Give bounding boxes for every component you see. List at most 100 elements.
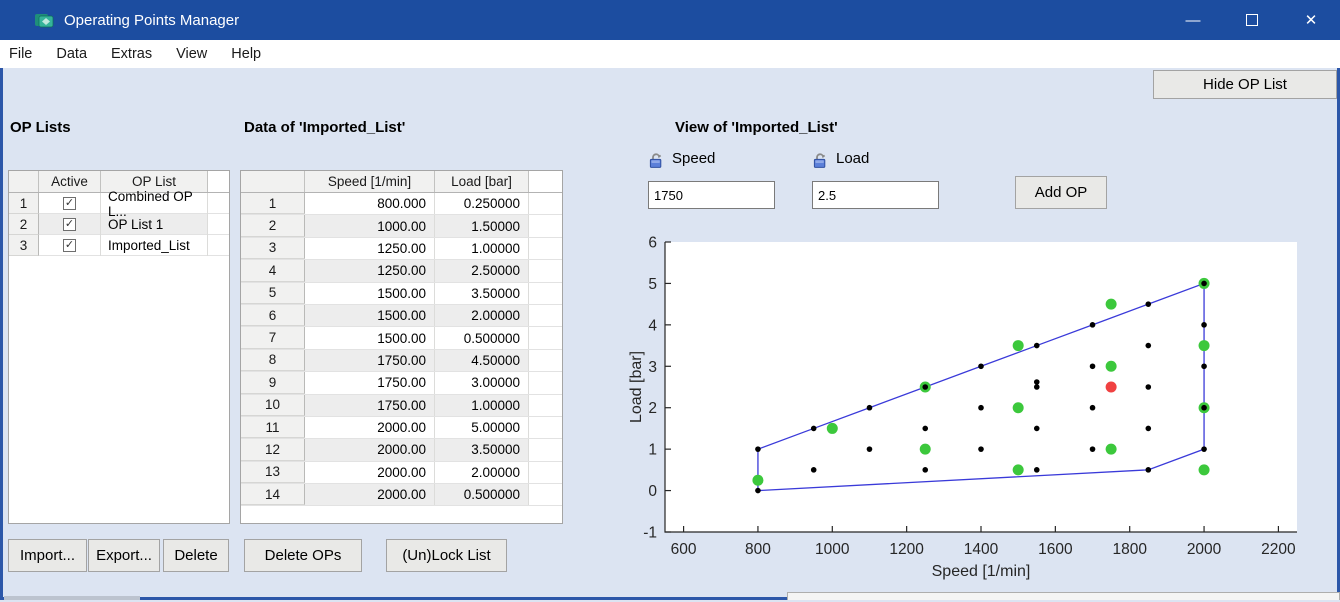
speed-value-cell[interactable]: 1000.00 bbox=[305, 215, 435, 237]
op-list-row[interactable]: 2 ✓ OP List 1 bbox=[9, 214, 229, 235]
load-value-cell[interactable]: 2.50000 bbox=[435, 260, 529, 282]
load-value-cell[interactable]: 1.50000 bbox=[435, 215, 529, 237]
row-number-cell: 2 bbox=[9, 214, 39, 235]
export-button[interactable]: Export... bbox=[88, 539, 160, 572]
menu-data[interactable]: Data bbox=[56, 46, 88, 62]
other-active-lists-points bbox=[978, 446, 984, 452]
menu-view[interactable]: View bbox=[176, 46, 208, 62]
menu-help[interactable]: Help bbox=[231, 46, 262, 62]
op-data-row[interactable]: 12 2000.00 3.50000 bbox=[241, 439, 562, 462]
row-number-cell: 2 bbox=[241, 215, 305, 237]
speed-value-cell[interactable]: 2000.00 bbox=[305, 461, 435, 484]
unlock-icon bbox=[813, 153, 826, 168]
op-list-name-cell[interactable]: Imported_List bbox=[101, 235, 208, 256]
op-data-row[interactable]: 13 2000.00 2.00000 bbox=[241, 461, 562, 485]
load-value-cell[interactable]: 5.00000 bbox=[435, 416, 529, 439]
import-button[interactable]: Import... bbox=[8, 539, 87, 572]
minimize-icon[interactable]: — bbox=[1185, 11, 1201, 29]
op-data-row[interactable]: 2 1000.00 1.50000 bbox=[241, 215, 562, 238]
load-value-cell[interactable]: 3.00000 bbox=[435, 372, 529, 394]
active-column-header: Active bbox=[39, 171, 101, 192]
op-data-row[interactable]: 5 1500.00 3.50000 bbox=[241, 282, 562, 305]
window-border-right bbox=[1337, 68, 1340, 600]
y-tick-label: 0 bbox=[648, 483, 657, 500]
active-checkbox[interactable]: ✓ bbox=[63, 197, 76, 210]
op-data-row[interactable]: 6 1500.00 2.00000 bbox=[241, 304, 562, 328]
op-list-name-cell[interactable]: Combined OP L... bbox=[101, 189, 208, 219]
y-tick-label: -1 bbox=[643, 525, 657, 542]
speed-value-cell[interactable]: 800.000 bbox=[305, 193, 435, 215]
load-value-cell[interactable]: 2.00000 bbox=[435, 304, 529, 327]
speed-value-cell[interactable]: 1750.00 bbox=[305, 349, 435, 372]
active-checkbox[interactable]: ✓ bbox=[63, 239, 76, 252]
speed-value-cell[interactable]: 2000.00 bbox=[305, 416, 435, 439]
unlock-list-button[interactable]: (Un)Lock List bbox=[386, 539, 507, 572]
y-tick-label: 6 bbox=[648, 235, 657, 252]
speed-input[interactable] bbox=[648, 181, 775, 209]
op-list-row[interactable]: 1 ✓ Combined OP L... bbox=[9, 189, 229, 219]
imported-list-points bbox=[1198, 464, 1210, 476]
x-tick-label: 600 bbox=[671, 541, 697, 558]
other-active-lists-points bbox=[1201, 404, 1207, 411]
close-icon[interactable]: ✕ bbox=[1304, 12, 1318, 29]
menu-extras[interactable]: Extras bbox=[111, 46, 153, 62]
op-data-row[interactable]: 4 1250.00 2.50000 bbox=[241, 260, 562, 283]
view-panel-heading: View of 'Imported_List' bbox=[675, 119, 838, 136]
op-list-row[interactable]: 3 ✓ Imported_List bbox=[9, 235, 229, 256]
op-data-row[interactable]: 11 2000.00 5.00000 bbox=[241, 416, 562, 440]
other-active-lists-points bbox=[755, 446, 761, 452]
add-op-button[interactable]: Add OP bbox=[1015, 176, 1107, 209]
other-active-lists-points bbox=[866, 446, 873, 452]
other-active-lists-points bbox=[1201, 446, 1207, 452]
op-lists-table-body: 1 ✓ Combined OP L... 2 ✓ OP List 1 3 ✓ Imported_… bbox=[9, 189, 229, 256]
load-value-cell[interactable]: 1.00000 bbox=[435, 237, 529, 260]
active-cell: ✓ bbox=[39, 214, 101, 235]
op-data-row[interactable]: 8 1750.00 4.50000 bbox=[241, 349, 562, 373]
other-active-lists-points bbox=[1033, 342, 1040, 349]
load-value-cell[interactable]: 4.50000 bbox=[435, 349, 529, 372]
row-number-cell: 8 bbox=[241, 349, 305, 372]
x-axis-title: Speed [1/min] bbox=[931, 563, 1031, 580]
window-border-bottom bbox=[0, 597, 1340, 600]
x-tick-label: 1800 bbox=[1112, 541, 1147, 558]
speed-value-cell[interactable]: 2000.00 bbox=[305, 439, 435, 461]
speed-value-cell[interactable]: 2000.00 bbox=[305, 484, 435, 506]
speed-value-cell[interactable]: 1750.00 bbox=[305, 394, 435, 416]
maximize-icon[interactable] bbox=[1229, 0, 1275, 40]
op-data-row[interactable]: 7 1500.00 0.500000 bbox=[241, 327, 562, 350]
delete-list-button[interactable]: Delete bbox=[163, 539, 229, 572]
y-tick-label: 3 bbox=[648, 359, 657, 376]
row-number-cell: 3 bbox=[241, 237, 305, 260]
op-data-row[interactable]: 1 800.000 0.250000 bbox=[241, 193, 562, 216]
speed-value-cell[interactable]: 1500.00 bbox=[305, 327, 435, 349]
x-tick-label: 1200 bbox=[889, 541, 924, 558]
speed-value-cell[interactable]: 1500.00 bbox=[305, 282, 435, 304]
load-value-cell[interactable]: 3.50000 bbox=[435, 282, 529, 304]
op-data-row[interactable]: 10 1750.00 1.00000 bbox=[241, 394, 562, 417]
menu-file[interactable]: File bbox=[9, 46, 33, 62]
speed-value-cell[interactable]: 1250.00 bbox=[305, 260, 435, 282]
other-active-lists-points bbox=[1145, 342, 1152, 349]
op-data-row[interactable]: 3 1250.00 1.00000 bbox=[241, 237, 562, 261]
load-value-cell[interactable]: 3.50000 bbox=[435, 439, 529, 461]
load-value-cell[interactable]: 1.00000 bbox=[435, 394, 529, 416]
load-value-cell[interactable]: 0.250000 bbox=[435, 193, 529, 215]
active-checkbox[interactable]: ✓ bbox=[63, 218, 76, 231]
x-tick-label: 800 bbox=[745, 541, 771, 558]
load-value-cell[interactable]: 2.00000 bbox=[435, 461, 529, 484]
hidden-panel-edge bbox=[787, 592, 1340, 600]
op-data-row[interactable]: 9 1750.00 3.00000 bbox=[241, 372, 562, 395]
delete-ops-button[interactable]: Delete OPs bbox=[244, 539, 362, 572]
load-value-cell[interactable]: 0.500000 bbox=[435, 484, 529, 506]
speed-value-cell[interactable]: 1250.00 bbox=[305, 237, 435, 260]
op-data-row[interactable]: 14 2000.00 0.500000 bbox=[241, 484, 562, 507]
op-list-name-cell[interactable]: OP List 1 bbox=[101, 214, 208, 235]
hide-op-list-button[interactable]: Hide OP List bbox=[1153, 70, 1337, 99]
speed-value-cell[interactable]: 1750.00 bbox=[305, 372, 435, 394]
load-input[interactable] bbox=[812, 181, 939, 209]
speed-value-cell[interactable]: 1500.00 bbox=[305, 304, 435, 327]
x-tick-label: 1000 bbox=[815, 541, 850, 558]
load-value-cell[interactable]: 0.500000 bbox=[435, 327, 529, 349]
other-active-lists-points bbox=[1089, 446, 1096, 452]
row-number-cell: 7 bbox=[241, 327, 305, 349]
